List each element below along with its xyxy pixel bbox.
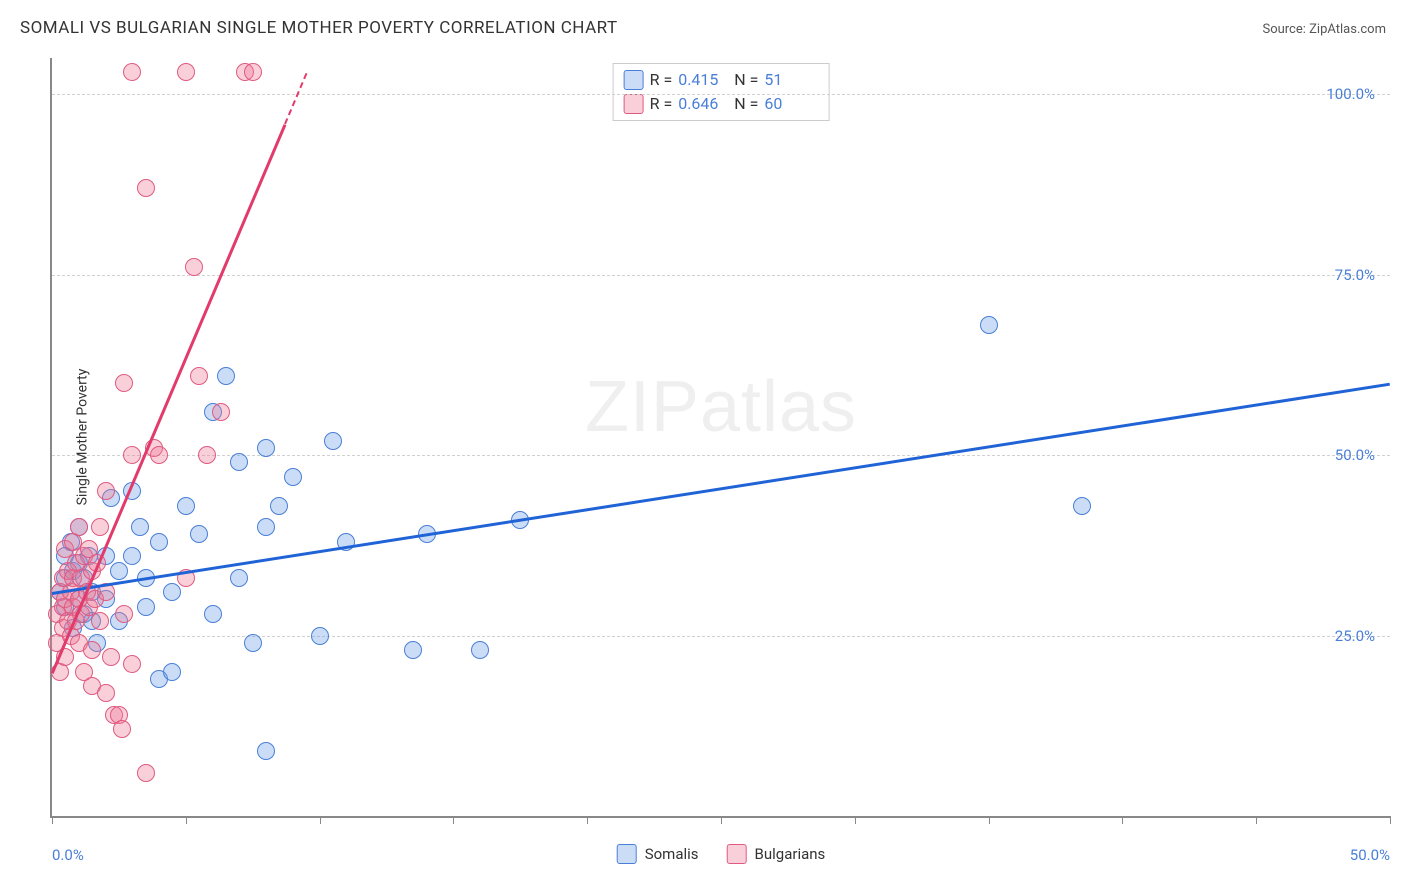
data-point-somalis [324, 432, 342, 450]
source-attribution: Source: ZipAtlas.com [1262, 22, 1386, 37]
data-point-bulgarians [137, 764, 155, 782]
data-point-bulgarians [212, 403, 230, 421]
gridline [52, 455, 1390, 456]
stat-R-somalis: 0.415 [678, 68, 728, 92]
y-tick-label: 25.0% [1335, 627, 1375, 645]
legend-swatch-somalis [624, 70, 644, 90]
legend-item-bulgarians: Bulgarians [727, 844, 826, 864]
legend-swatch-somalis [617, 844, 637, 864]
data-point-somalis [204, 605, 222, 623]
data-point-somalis [270, 497, 288, 515]
data-point-somalis [230, 453, 248, 471]
x-tick [453, 816, 454, 824]
data-point-bulgarians [102, 648, 120, 666]
data-point-bulgarians [123, 63, 141, 81]
data-point-bulgarians [185, 258, 203, 276]
stat-N-bulgarians: 60 [764, 92, 814, 116]
data-point-somalis [257, 518, 275, 536]
x-tick [587, 816, 588, 824]
x-tick [320, 816, 321, 824]
x-tick [721, 816, 722, 824]
data-point-somalis [190, 525, 208, 543]
data-point-somalis [131, 518, 149, 536]
x-tick-label: 50.0% [1350, 846, 1390, 864]
x-tick [52, 816, 53, 824]
legend-swatch-bulgarians [624, 94, 644, 114]
data-point-somalis [163, 663, 181, 681]
stats-row-somalis: R =0.415N =51 [624, 68, 815, 92]
legend-item-somalis: Somalis [617, 844, 699, 864]
data-point-somalis [137, 598, 155, 616]
data-point-bulgarians [91, 612, 109, 630]
data-point-somalis [150, 533, 168, 551]
data-point-bulgarians [177, 63, 195, 81]
x-tick [855, 816, 856, 824]
data-point-bulgarians [198, 446, 216, 464]
plot-area: ZIPatlas R =0.415N =51R =0.646N =60 25.0… [50, 58, 1390, 818]
data-point-somalis [244, 634, 262, 652]
data-point-somalis [257, 439, 275, 457]
data-point-bulgarians [113, 720, 131, 738]
y-tick-label: 75.0% [1335, 266, 1375, 284]
data-point-bulgarians [123, 446, 141, 464]
stat-N-somalis: 51 [764, 68, 814, 92]
legend-swatch-bulgarians [727, 844, 747, 864]
gridline [52, 94, 1390, 95]
data-point-somalis [471, 641, 489, 659]
trendline [52, 383, 1390, 595]
series-legend: Somalis Bulgarians [617, 844, 826, 864]
header: SOMALI VS BULGARIAN SINGLE MOTHER POVERT… [20, 18, 1386, 38]
data-point-bulgarians [70, 518, 88, 536]
y-tick-label: 100.0% [1326, 85, 1375, 103]
data-point-somalis [110, 562, 128, 580]
x-tick [989, 816, 990, 824]
data-point-bulgarians [91, 518, 109, 536]
legend-label-bulgarians: Bulgarians [755, 845, 826, 863]
chart-title: SOMALI VS BULGARIAN SINGLE MOTHER POVERT… [20, 18, 618, 38]
x-tick-label: 0.0% [52, 846, 84, 864]
data-point-somalis [311, 627, 329, 645]
trendline [284, 73, 307, 124]
data-point-somalis [230, 569, 248, 587]
data-point-somalis [284, 468, 302, 486]
data-point-bulgarians [97, 482, 115, 500]
data-point-bulgarians [244, 63, 262, 81]
x-tick [1390, 816, 1391, 824]
data-point-bulgarians [190, 367, 208, 385]
stats-legend-box: R =0.415N =51R =0.646N =60 [613, 63, 830, 121]
stats-row-bulgarians: R =0.646N =60 [624, 92, 815, 116]
data-point-bulgarians [115, 374, 133, 392]
watermark: ZIPatlas [585, 366, 857, 448]
x-tick [1256, 816, 1257, 824]
gridline [52, 275, 1390, 276]
data-point-bulgarians [83, 641, 101, 659]
legend-label-somalis: Somalis [645, 845, 699, 863]
data-point-bulgarians [115, 605, 133, 623]
data-point-somalis [217, 367, 235, 385]
data-point-somalis [163, 583, 181, 601]
x-tick [186, 816, 187, 824]
y-axis-label: Single Mother Poverty [74, 369, 90, 506]
data-point-bulgarians [137, 179, 155, 197]
data-point-bulgarians [123, 655, 141, 673]
x-tick [1122, 816, 1123, 824]
plot-inner: ZIPatlas R =0.415N =51R =0.646N =60 25.0… [52, 58, 1390, 816]
data-point-somalis [404, 641, 422, 659]
data-point-bulgarians [150, 446, 168, 464]
data-point-somalis [1073, 497, 1091, 515]
data-point-bulgarians [97, 684, 115, 702]
data-point-somalis [177, 497, 195, 515]
data-point-somalis [980, 316, 998, 334]
y-tick-label: 50.0% [1335, 446, 1375, 464]
stat-R-bulgarians: 0.646 [678, 92, 728, 116]
data-point-somalis [257, 742, 275, 760]
data-point-somalis [123, 547, 141, 565]
